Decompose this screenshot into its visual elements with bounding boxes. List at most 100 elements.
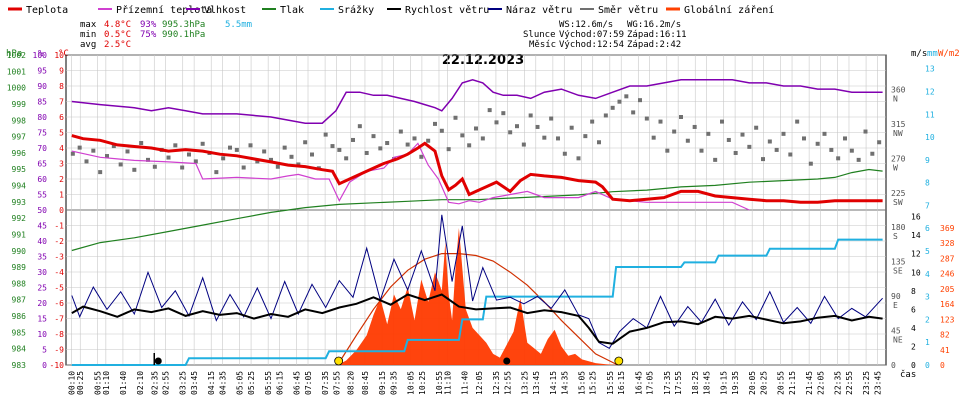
time-tick-label: 05:05 bbox=[236, 371, 245, 395]
mm-tick-label: 10 bbox=[925, 133, 935, 142]
smer-vetru-point bbox=[706, 131, 711, 136]
time-tick-label: 20:55 bbox=[777, 371, 786, 395]
smer-vetru-point bbox=[337, 147, 342, 152]
mm-tick-label: 1 bbox=[925, 338, 930, 347]
info-mesic-label: Měsíc bbox=[529, 40, 556, 50]
time-tick-label: 13:25 bbox=[520, 371, 529, 395]
dir-compass-label: N bbox=[893, 94, 898, 103]
smer-vetru-point bbox=[624, 94, 629, 99]
time-tick-label: 03:45 bbox=[190, 371, 199, 395]
legend-label-vlhkost: Vlhkost bbox=[204, 5, 246, 16]
smer-vetru-point bbox=[275, 164, 280, 169]
stat-max-label: max bbox=[80, 20, 97, 30]
smer-vetru-point bbox=[241, 165, 246, 170]
smer-vetru-point bbox=[214, 170, 219, 175]
c-tick-label: 1 bbox=[59, 191, 64, 200]
smer-vetru-point bbox=[542, 135, 547, 140]
axis-title-wm2: W/m2 bbox=[938, 49, 960, 59]
smer-vetru-point bbox=[644, 116, 649, 121]
legend-label-naraz-vetru: Náraz větru bbox=[506, 4, 572, 16]
smer-vetru-point bbox=[453, 115, 458, 120]
info-slunce-rise: Východ:07:59 bbox=[559, 30, 624, 40]
sunrise-marker bbox=[334, 356, 344, 366]
legend-label-prizemni-teplota: Přízemní teplota bbox=[116, 4, 212, 16]
smer-vetru-point bbox=[849, 148, 854, 153]
smer-vetru-point bbox=[412, 136, 417, 141]
time-tick-label: 20:25 bbox=[760, 371, 769, 395]
c-tick-label: 2 bbox=[59, 175, 64, 184]
smer-vetru-point bbox=[91, 148, 96, 153]
time-tick-label: 09:15 bbox=[378, 371, 387, 395]
smer-vetru-point bbox=[733, 150, 738, 155]
smer-vetru-point bbox=[528, 113, 533, 118]
series-globalni-zareni-teoreticke bbox=[337, 253, 619, 366]
smer-vetru-point bbox=[228, 145, 232, 150]
mm-tick-label: 12 bbox=[925, 87, 935, 96]
legend-label-globalni-zareni: Globální záření bbox=[684, 4, 774, 16]
smer-vetru-point bbox=[521, 142, 526, 147]
mm-tick-label: 2 bbox=[925, 315, 930, 324]
pct-tick-label: 75 bbox=[37, 129, 47, 138]
ms-tick-label: 6 bbox=[911, 305, 916, 314]
wm2-tick-label: 123 bbox=[940, 315, 955, 324]
time-tick-label: 00:55 bbox=[93, 371, 102, 395]
smer-vetru-point bbox=[815, 141, 820, 146]
smer-vetru-point bbox=[836, 156, 841, 161]
smer-vetru-point bbox=[364, 150, 369, 155]
time-tick-label: 19:15 bbox=[720, 371, 729, 395]
info-wg: WG:16.2m/s bbox=[627, 20, 681, 30]
pct-tick-label: 65 bbox=[37, 160, 47, 169]
smer-vetru-point bbox=[494, 120, 499, 125]
smer-vetru-point bbox=[255, 159, 260, 164]
dir-tick-label: 135 bbox=[891, 258, 906, 267]
time-tick-label: 10:25 bbox=[418, 371, 427, 395]
axis-ticks: 00:10 00:25 00:55 01:10 01:40 02:10 02:35 02:55… bbox=[7, 51, 955, 395]
smer-vetru-point bbox=[98, 170, 103, 175]
info-mesic-rise: Východ:12:54 bbox=[559, 40, 624, 50]
smer-vetru-point bbox=[651, 135, 656, 140]
series-naraz-vetru bbox=[71, 214, 883, 349]
time-tick-label: 08:45 bbox=[361, 371, 370, 395]
smer-vetru-point bbox=[754, 125, 759, 130]
smer-vetru-point bbox=[351, 137, 355, 142]
smer-vetru-point bbox=[262, 149, 267, 154]
time-tick-label: 01:10 bbox=[102, 371, 111, 395]
pct-tick-label: 85 bbox=[37, 98, 47, 107]
smer-vetru-point bbox=[781, 131, 786, 136]
c-tick-label: -7 bbox=[54, 315, 64, 324]
mm-tick-label: 11 bbox=[925, 110, 935, 119]
smer-vetru-point bbox=[877, 140, 882, 145]
wm2-tick-label: 41 bbox=[940, 346, 950, 355]
time-tick-label: 11:10 bbox=[444, 371, 453, 395]
mm-tick-label: 9 bbox=[925, 156, 930, 165]
pct-tick-label: 95 bbox=[37, 67, 47, 76]
pct-tick-label: 0 bbox=[42, 361, 47, 370]
smer-vetru-point bbox=[371, 134, 376, 139]
series-rychlost-vetru bbox=[71, 293, 883, 345]
ms-tick-label: 16 bbox=[911, 213, 921, 222]
c-tick-label: -9 bbox=[54, 346, 64, 355]
wm2-tick-label: 287 bbox=[940, 254, 955, 263]
pct-tick-label: 60 bbox=[37, 175, 47, 184]
dir-tick-label: 225 bbox=[891, 189, 906, 198]
stat-min-pressure: 990.1hPa bbox=[162, 30, 205, 40]
smer-vetru-point bbox=[672, 129, 677, 134]
smer-vetru-point bbox=[597, 140, 601, 145]
time-tick-label: 15:55 bbox=[606, 371, 615, 395]
hpa-tick-label: 988 bbox=[12, 279, 27, 288]
hpa-tick-label: 987 bbox=[12, 296, 27, 305]
smer-vetru-point bbox=[610, 105, 615, 110]
smer-vetru-point bbox=[638, 98, 642, 103]
hpa-tick-label: 1001 bbox=[7, 67, 26, 76]
stat-avg-temp: 2.5°C bbox=[104, 40, 131, 50]
pct-tick-label: 90 bbox=[37, 82, 47, 91]
smer-vetru-point bbox=[398, 129, 403, 134]
smer-vetru-point bbox=[692, 124, 697, 129]
time-tick-label: 07:35 bbox=[321, 371, 330, 395]
smer-vetru-point bbox=[761, 157, 765, 162]
smer-vetru-point bbox=[385, 141, 390, 146]
dir-tick-label: 360 bbox=[891, 85, 906, 94]
time-tick-label: 17:35 bbox=[663, 371, 672, 395]
dir-compass-label: S bbox=[893, 232, 898, 241]
